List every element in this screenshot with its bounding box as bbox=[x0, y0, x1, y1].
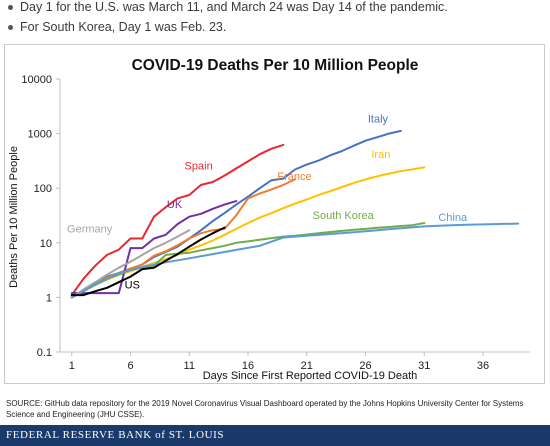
y-axis-label: Deaths Per 10 Million People bbox=[8, 146, 20, 288]
series-lines bbox=[70, 129, 520, 299]
note-text: For South Korea, Day 1 was Feb. 23. bbox=[20, 20, 227, 34]
series-line-china bbox=[70, 222, 520, 299]
x-tick-label: 21 bbox=[301, 360, 313, 372]
series-label-germany: Germany bbox=[67, 223, 113, 235]
series-label-italy: Italy bbox=[368, 113, 389, 125]
note-item: Day 1 for the U.S. was March 11, and Mar… bbox=[8, 0, 448, 14]
x-tick-label: 1 bbox=[69, 360, 75, 372]
x-tick-label: 26 bbox=[359, 360, 371, 372]
x-axis-label: Days Since First Reported COVID-19 Death bbox=[203, 370, 418, 382]
footer-brand: FEDERAL RESERVE BANK of ST. LOUIS bbox=[0, 425, 550, 446]
series-line-iran bbox=[70, 166, 426, 299]
chart-title: COVID-19 Deaths Per 10 Million People bbox=[132, 57, 419, 74]
x-tick-label: 11 bbox=[184, 360, 195, 372]
y-tick-label: 0.1 bbox=[37, 347, 52, 359]
bullet-dot-icon bbox=[8, 5, 13, 11]
x-tick-label: 31 bbox=[418, 360, 430, 372]
bullet-dot-icon bbox=[8, 25, 13, 31]
series-label-france: France bbox=[277, 171, 311, 183]
series-label-south-korea: South Korea bbox=[313, 210, 375, 222]
note-item: For South Korea, Day 1 was Feb. 23. bbox=[8, 20, 226, 34]
chart-panel: COVID-19 Deaths Per 10 Million People De… bbox=[4, 44, 545, 384]
series-line-spain bbox=[70, 143, 285, 297]
series-line-us bbox=[70, 226, 226, 297]
y-tick-label: 1 bbox=[46, 292, 52, 304]
x-tick-label: 6 bbox=[127, 360, 133, 372]
series-label-iran: Iran bbox=[371, 149, 390, 161]
x-tick-label: 16 bbox=[242, 360, 254, 372]
series-label-spain: Spain bbox=[185, 161, 213, 173]
series-label-us: US bbox=[125, 280, 140, 292]
note-text: Day 1 for the U.S. was March 11, and Mar… bbox=[20, 0, 448, 14]
x-tick-label: 36 bbox=[477, 360, 489, 372]
source-note: SOURCE: GitHub data repository for the 2… bbox=[6, 399, 524, 419]
series-labels: Spain Italy France Iran UK Germany South Korea… bbox=[67, 113, 468, 291]
series-line-uk bbox=[70, 200, 238, 295]
y-tick-label: 10 bbox=[40, 238, 52, 250]
series-label-uk: UK bbox=[167, 199, 183, 211]
deaths-line-chart: COVID-19 Deaths Per 10 Million People De… bbox=[8, 57, 530, 382]
series-label-china: China bbox=[438, 212, 468, 224]
series-line-germany bbox=[70, 229, 191, 299]
y-tick-label: 100 bbox=[34, 183, 52, 195]
y-tick-label: 1000 bbox=[28, 129, 52, 141]
y-tick-label: 10000 bbox=[21, 74, 52, 86]
